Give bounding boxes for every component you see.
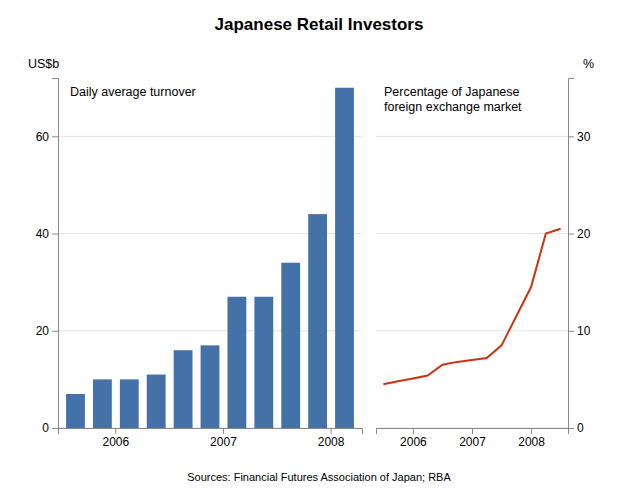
axis: 2006 2007 2008 xyxy=(59,428,363,449)
grid-line xyxy=(376,233,568,234)
annotation: Percentage of Japaneseforeign exchange m… xyxy=(384,85,522,114)
axis-line xyxy=(377,429,569,435)
tick: 20 xyxy=(568,227,591,241)
bar xyxy=(254,297,273,428)
tick: 2007 xyxy=(459,428,486,449)
bar xyxy=(335,88,354,428)
axis-label-line: US$b xyxy=(28,57,59,71)
tick-label: 0 xyxy=(42,421,49,435)
bar xyxy=(147,375,166,428)
tick-label: 2007 xyxy=(210,435,237,449)
tick-mark xyxy=(568,234,574,235)
tick-mark xyxy=(531,428,532,434)
tick: 2007 xyxy=(210,428,237,449)
grid-line xyxy=(58,136,362,137)
axis-line xyxy=(59,429,363,435)
line xyxy=(383,229,560,385)
bar xyxy=(66,394,85,428)
annotation: Daily average turnover xyxy=(70,85,196,99)
tick: 40 xyxy=(36,227,58,241)
axis-label: US$b xyxy=(28,57,59,71)
tick-label: 2006 xyxy=(102,435,129,449)
grid-line xyxy=(376,330,568,331)
tick: 10 xyxy=(568,324,591,338)
tick-mark xyxy=(472,428,473,434)
title: Japanese Retail Investors xyxy=(215,15,424,34)
bars xyxy=(66,88,354,428)
annotation-line: Percentage of Japanese xyxy=(384,85,520,99)
tick-mark xyxy=(115,428,116,434)
axis-label: % xyxy=(583,57,594,71)
annotation-line: Daily average turnover xyxy=(70,85,196,99)
tick-label: 40 xyxy=(36,227,50,241)
axis: 0 10 20 30 xyxy=(568,79,591,436)
grid xyxy=(376,136,568,428)
tick-mark xyxy=(223,428,224,434)
tick-label: 60 xyxy=(36,130,50,144)
tick-mark xyxy=(568,331,574,332)
tick: 20 xyxy=(36,324,58,338)
source: Sources: Financial Futures Association o… xyxy=(187,471,451,483)
tick: 0 xyxy=(42,421,58,435)
tick-label: 2008 xyxy=(518,435,545,449)
bar xyxy=(93,379,112,428)
tick: 2006 xyxy=(102,428,129,449)
tick: 2008 xyxy=(518,428,545,449)
tick-mark xyxy=(568,136,574,137)
tick-mark xyxy=(52,136,58,137)
tick-label: 0 xyxy=(577,421,584,435)
tick: 2008 xyxy=(318,428,345,449)
annotation-line: foreign exchange market xyxy=(384,100,522,114)
tick-mark xyxy=(52,234,58,235)
grid-line xyxy=(376,136,568,137)
lines xyxy=(383,229,560,385)
tick: 2006 xyxy=(400,428,427,449)
tick: 0 xyxy=(568,421,584,435)
tick-label: 30 xyxy=(577,130,591,144)
tick: 30 xyxy=(568,130,591,144)
tick-label: 10 xyxy=(577,324,591,338)
tick-mark xyxy=(52,331,58,332)
tick-label: 2008 xyxy=(318,435,345,449)
grid xyxy=(58,136,362,428)
tick-label: 2007 xyxy=(459,435,486,449)
axis-label-line: % xyxy=(583,57,594,71)
bar xyxy=(227,297,246,428)
axis: 0 20 40 60 xyxy=(36,79,59,436)
axis: 2006 2007 2008 xyxy=(377,428,569,449)
tick-mark xyxy=(331,428,332,434)
axis-line xyxy=(569,79,575,429)
bar xyxy=(174,350,193,428)
axis-line xyxy=(52,79,59,429)
bar xyxy=(308,214,327,428)
tick-mark xyxy=(52,428,58,429)
bar xyxy=(281,263,300,428)
tick-label: 20 xyxy=(577,227,591,241)
bar xyxy=(201,345,220,428)
tick-label: 2006 xyxy=(400,435,427,449)
bar xyxy=(120,379,139,428)
tick: 60 xyxy=(36,130,58,144)
tick-mark xyxy=(413,428,414,434)
tick-label: 20 xyxy=(36,324,50,338)
chart: Japanese Retail Investors Sources: Financ… xyxy=(0,0,638,491)
